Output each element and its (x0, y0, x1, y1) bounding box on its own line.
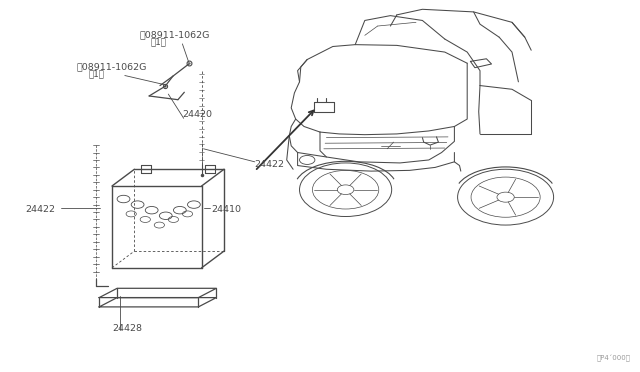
Text: ㉃P4´000㉄: ㉃P4´000㉄ (596, 355, 630, 362)
Text: 24422: 24422 (26, 205, 56, 214)
Text: 24422: 24422 (255, 160, 285, 169)
Text: （1）: （1） (88, 69, 104, 78)
Text: ⓝ08911-1062G: ⓝ08911-1062G (77, 63, 147, 72)
Text: 24428: 24428 (112, 324, 142, 333)
Text: （1）: （1） (150, 37, 166, 46)
Text: ⓝ08911-1062G: ⓝ08911-1062G (140, 31, 210, 40)
Text: 24410: 24410 (211, 205, 241, 214)
Text: 24420: 24420 (182, 110, 212, 119)
